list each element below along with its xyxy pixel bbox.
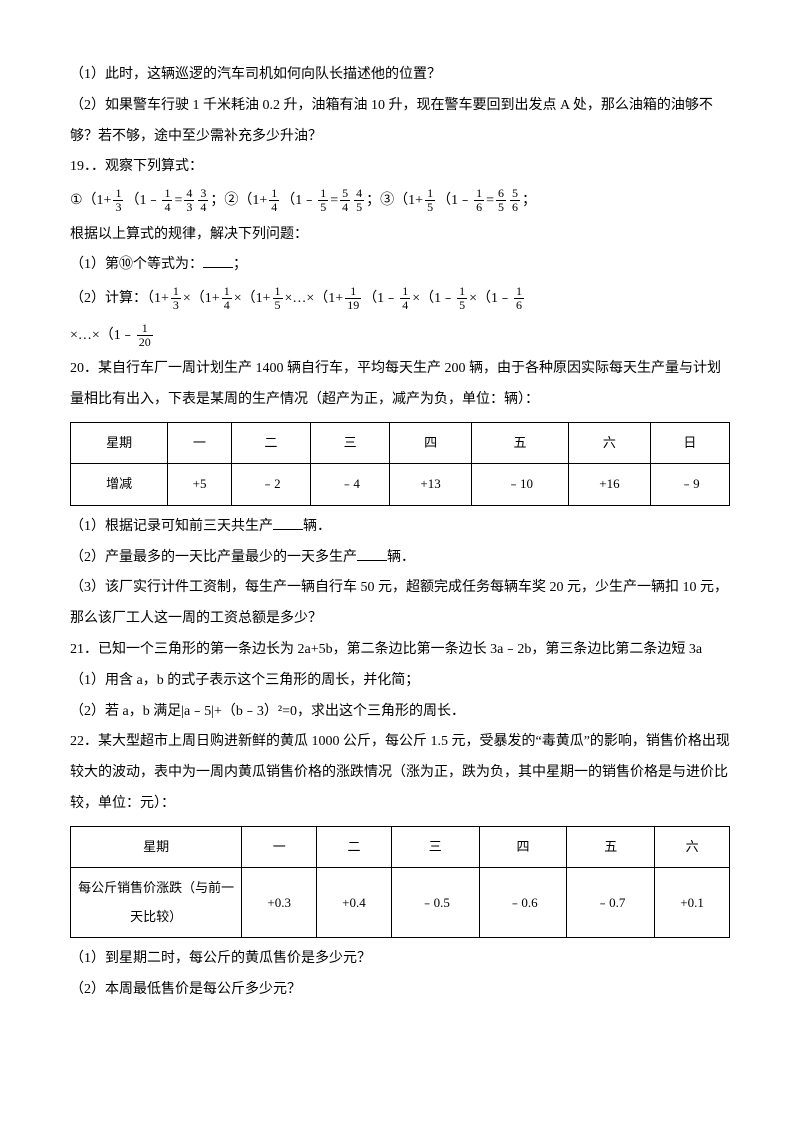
blank-field — [203, 253, 233, 268]
frac-icon: 13 — [113, 187, 123, 214]
q20-p2: （2）产量最多的一天比产量最少的一天多生产辆． — [70, 543, 730, 574]
table-row: 增减+5﹣2﹣4+13﹣10+16﹣9 — [71, 464, 730, 506]
q21-p1: （1）用含 a，b 的式子表示这个三角形的周长，并化简； — [70, 666, 730, 697]
q19-rule: 根据以上算式的规律，解决下列问题： — [70, 220, 730, 251]
q20-p3: （3）该厂实行计件工资制，每生产一辆自行车 50 元，超额完成任务每辆车奖 20… — [70, 573, 730, 635]
q19-title: 19．．观察下列算式： — [70, 152, 730, 183]
q21-intro: 21．已知一个三角形的第一条边长为 2a+5b，第二条边比第一条边长 3a﹣2b… — [70, 635, 730, 666]
table-row: 每公斤销售价涨跌（与前一天比较）+0.3+0.4﹣0.5﹣0.6﹣0.7+0.1 — [71, 868, 730, 938]
q18-part1: （1）此时，这辆巡逻的汽车司机如何向队长描述他的位置？ — [70, 60, 730, 91]
table-row: 星期一二三四五六 — [71, 826, 730, 868]
q18-part2: （2）如果警车行驶 1 千米耗油 0.2 升，油箱有油 10 升，现在警车要回到… — [70, 91, 730, 153]
q21-p2: （2）若 a，b 满足|a﹣5|+（b﹣3）²=0，求出这个三角形的周长． — [70, 697, 730, 728]
q20-intro: 20．某自行车厂一周计划生产 1400 辆自行车，平均每天生产 200 辆，由于… — [70, 354, 730, 416]
table-row: 星期一二三四五六日 — [71, 422, 730, 464]
q19-p2: （2）计算：（1+13×（1+14×（1+15×…×（1+119（1﹣14×（1… — [70, 281, 730, 354]
q19-p1: （1）第⑩个等式为：； — [70, 250, 730, 281]
q20-p1: （1）根据记录可知前三天共生产辆． — [70, 512, 730, 543]
q22-p2: （2）本周最低售价是每公斤多少元？ — [70, 975, 730, 1006]
q22-intro: 22．某大型超市上周日购进新鲜的黄瓜 1000 公斤，每公斤 1.5 元，受暴发… — [70, 727, 730, 819]
q20-table: 星期一二三四五六日 增减+5﹣2﹣4+13﹣10+16﹣9 — [70, 422, 730, 506]
q22-table: 星期一二三四五六 每公斤销售价涨跌（与前一天比较）+0.3+0.4﹣0.5﹣0.… — [70, 826, 730, 939]
q22-p1: （1）到星期二时，每公斤的黄瓜售价是多少元？ — [70, 944, 730, 975]
q19-formulas: ①（1+13（1﹣14=4334；②（1+14（1﹣15=5445；③（1+15… — [70, 183, 730, 219]
